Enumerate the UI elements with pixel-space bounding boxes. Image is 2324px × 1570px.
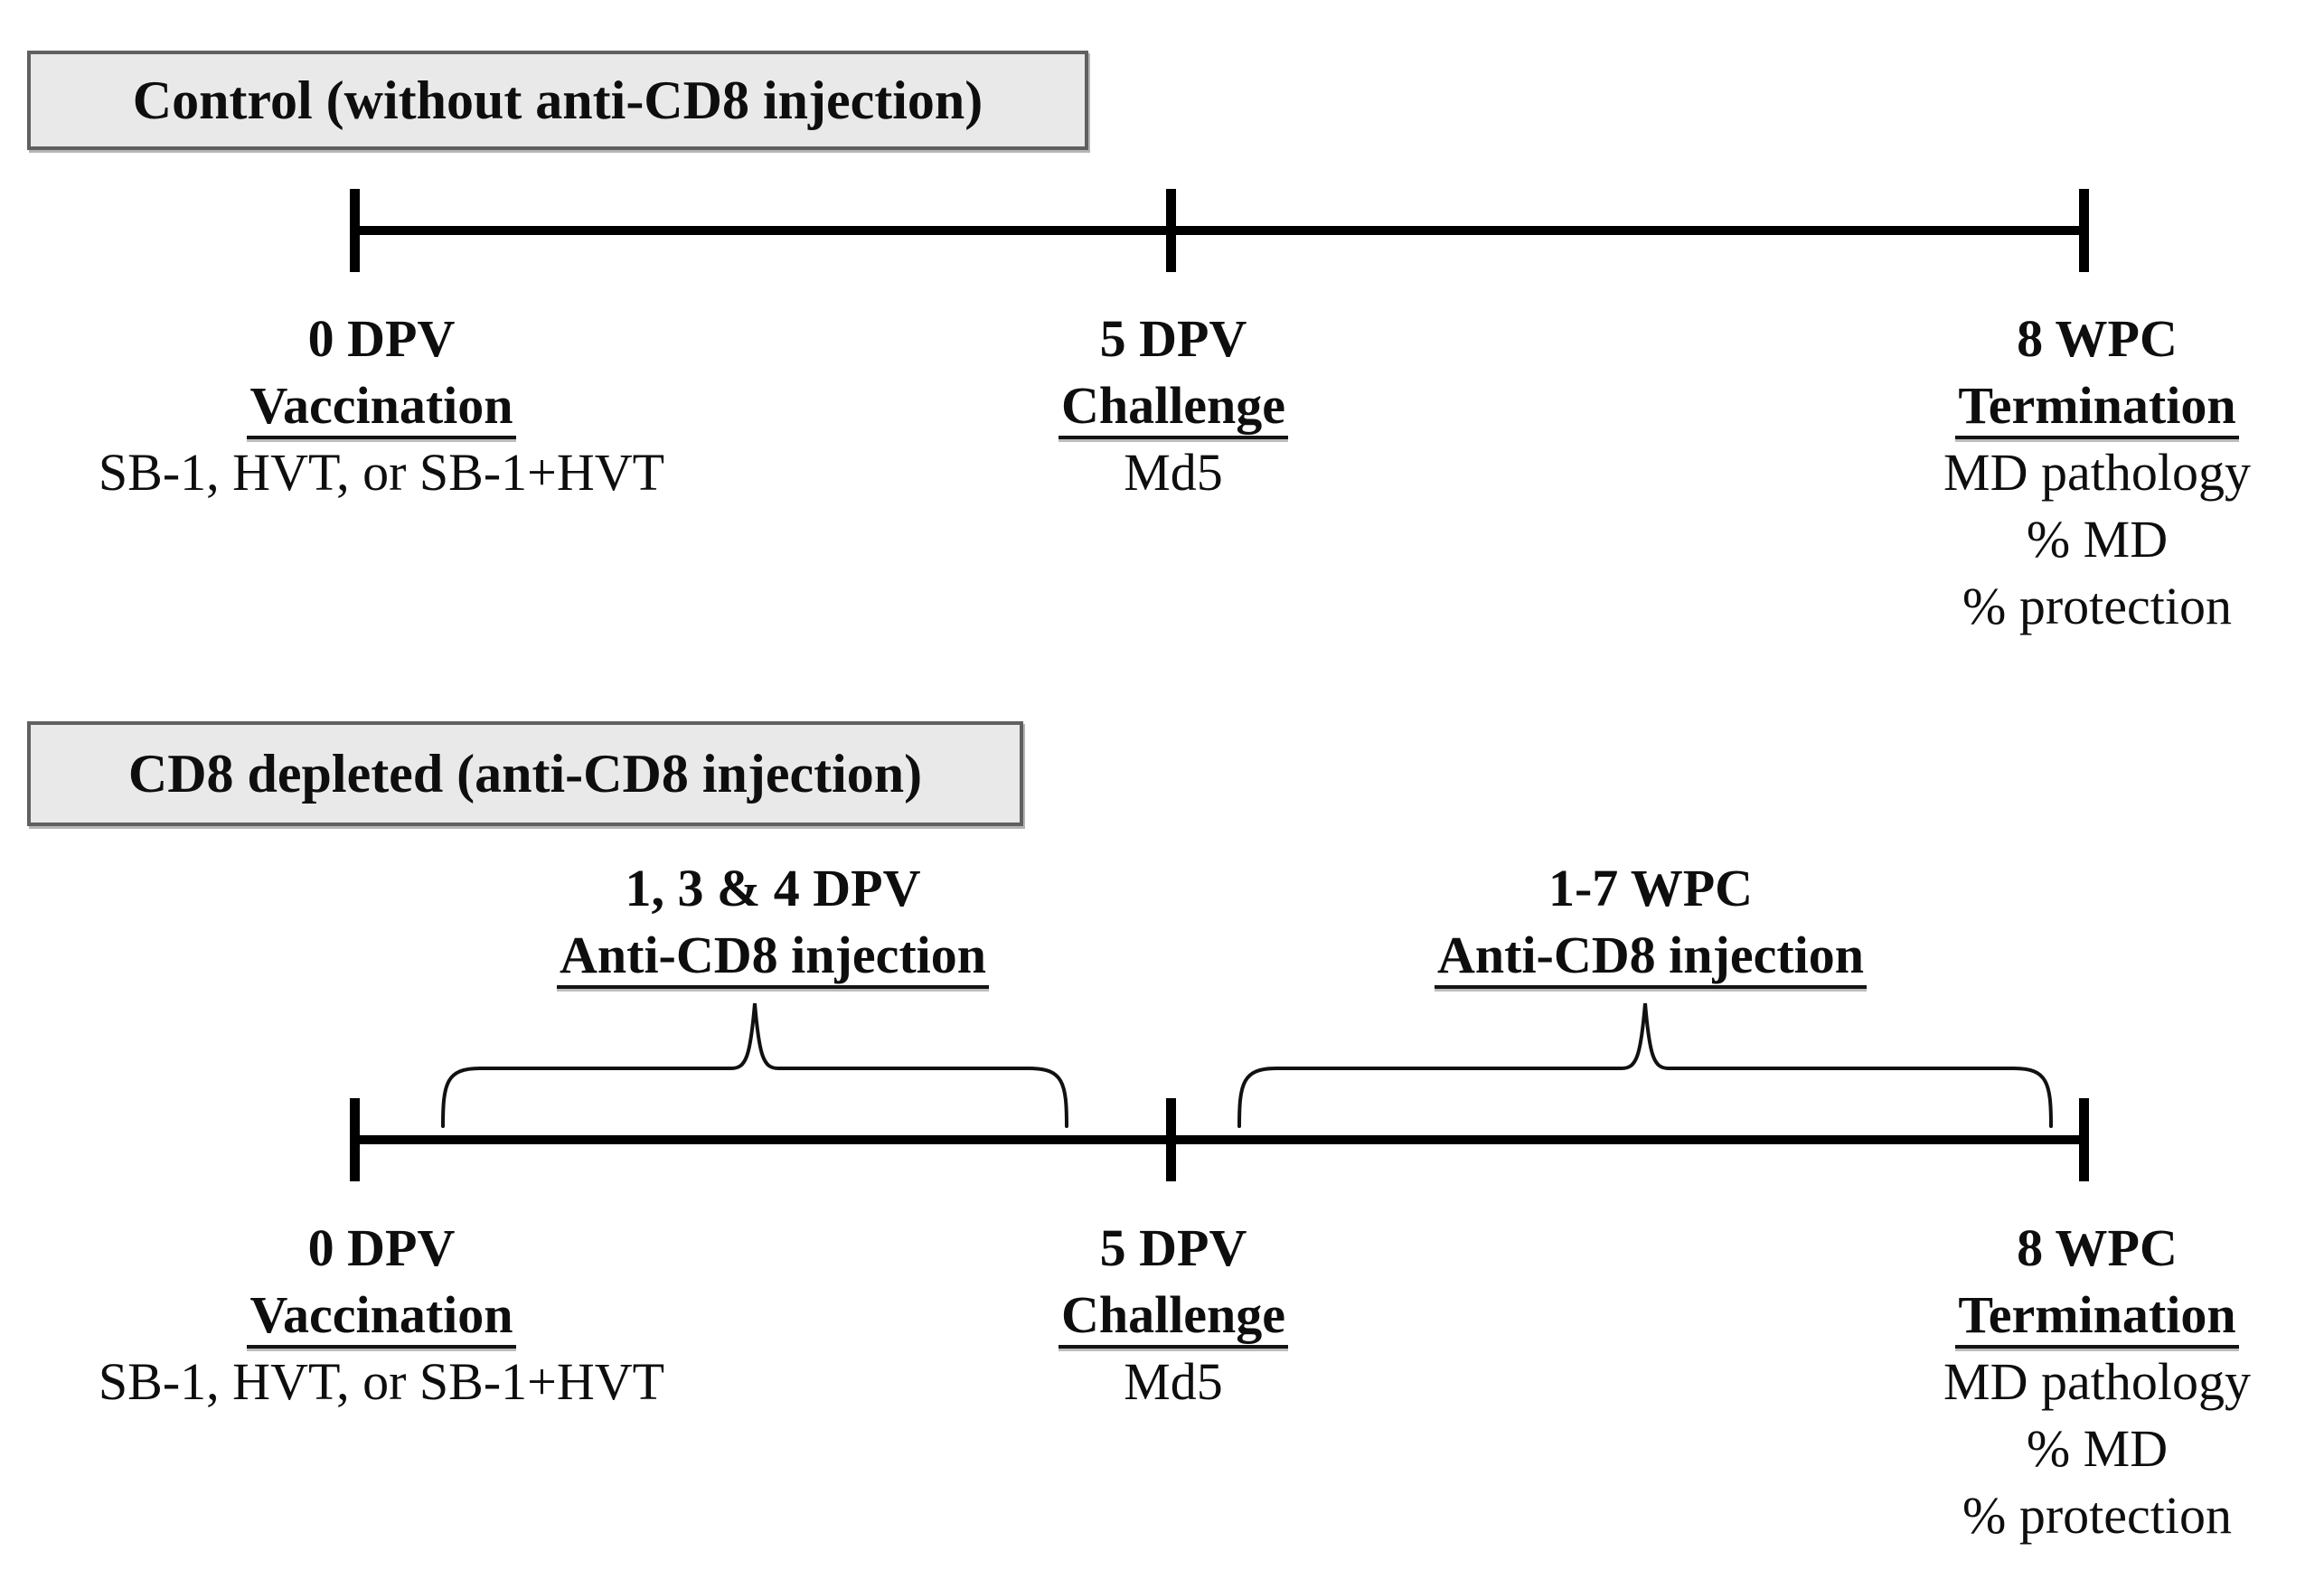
panel-2-title-box: CD8 depleted (anti-CD8 injection) [27, 721, 1023, 826]
event-vaccination-panel-1: 0 DPV Vaccination SB-1, HVT, or SB-1+HVT [65, 306, 698, 506]
panel-1-title: Control (without anti-CD8 injection) [132, 70, 983, 130]
anti-cd8-wpc-label: 1-7 WPC Anti-CD8 injection [1307, 855, 1994, 989]
brace-label-line1: 1, 3 & 4 DPV [625, 859, 921, 917]
event-challenge-panel-1: 5 DPV Challenge Md5 [857, 306, 1490, 506]
event-detail: % MD [2026, 510, 2169, 569]
brace-label-line2: Anti-CD8 injection [556, 926, 989, 989]
brace-left-icon [440, 994, 1069, 1130]
event-detail: Md5 [1124, 443, 1223, 502]
event-detail: MD pathology [1943, 1352, 2251, 1411]
event-time: 5 DPV [1099, 1218, 1247, 1277]
panel-2-title: CD8 depleted (anti-CD8 injection) [127, 743, 923, 804]
timeline-2-tick-start [350, 1098, 360, 1181]
timeline-1-tick-end [2079, 189, 2089, 272]
event-termination-panel-1: 8 WPC Termination MD pathology % MD % pr… [1781, 306, 2324, 640]
event-vaccination-panel-2: 0 DPV Vaccination SB-1, HVT, or SB-1+HVT [65, 1215, 698, 1415]
event-termination-panel-2: 8 WPC Termination MD pathology % MD % pr… [1781, 1215, 2324, 1549]
event-name: Termination [1955, 1285, 2239, 1349]
event-name: Vaccination [247, 376, 516, 439]
timeline-2-tick-middle [1166, 1098, 1176, 1181]
event-time: 8 WPC [2017, 1218, 2178, 1277]
panel-1-title-box: Control (without anti-CD8 injection) [27, 51, 1088, 150]
timeline-2-line [354, 1135, 2084, 1144]
timeline-2-tick-end [2079, 1098, 2089, 1181]
timeline-1-tick-middle [1166, 189, 1176, 272]
event-detail: SB-1, HVT, or SB-1+HVT [98, 443, 665, 502]
event-name: Challenge [1058, 1285, 1289, 1349]
event-time: 0 DPV [307, 309, 456, 368]
event-detail: % protection [1962, 577, 2232, 635]
event-name: Vaccination [247, 1285, 516, 1349]
event-name: Challenge [1058, 376, 1289, 439]
event-time: 8 WPC [2017, 309, 2178, 368]
brace-right-icon [1237, 994, 2054, 1130]
event-detail: Md5 [1124, 1352, 1223, 1411]
anti-cd8-dpv-label: 1, 3 & 4 DPV Anti-CD8 injection [429, 855, 1116, 989]
brace-label-line1: 1-7 WPC [1548, 859, 1754, 917]
event-detail: % protection [1962, 1486, 2232, 1545]
timeline-1-line [354, 226, 2084, 235]
timeline-1-tick-start [350, 189, 360, 272]
brace-label-line2: Anti-CD8 injection [1434, 926, 1867, 989]
event-detail: % MD [2026, 1419, 2169, 1478]
event-time: 0 DPV [307, 1218, 456, 1277]
event-challenge-panel-2: 5 DPV Challenge Md5 [857, 1215, 1490, 1415]
event-time: 5 DPV [1099, 309, 1247, 368]
event-detail: MD pathology [1943, 443, 2251, 502]
event-name: Termination [1955, 376, 2239, 439]
event-detail: SB-1, HVT, or SB-1+HVT [98, 1352, 665, 1411]
